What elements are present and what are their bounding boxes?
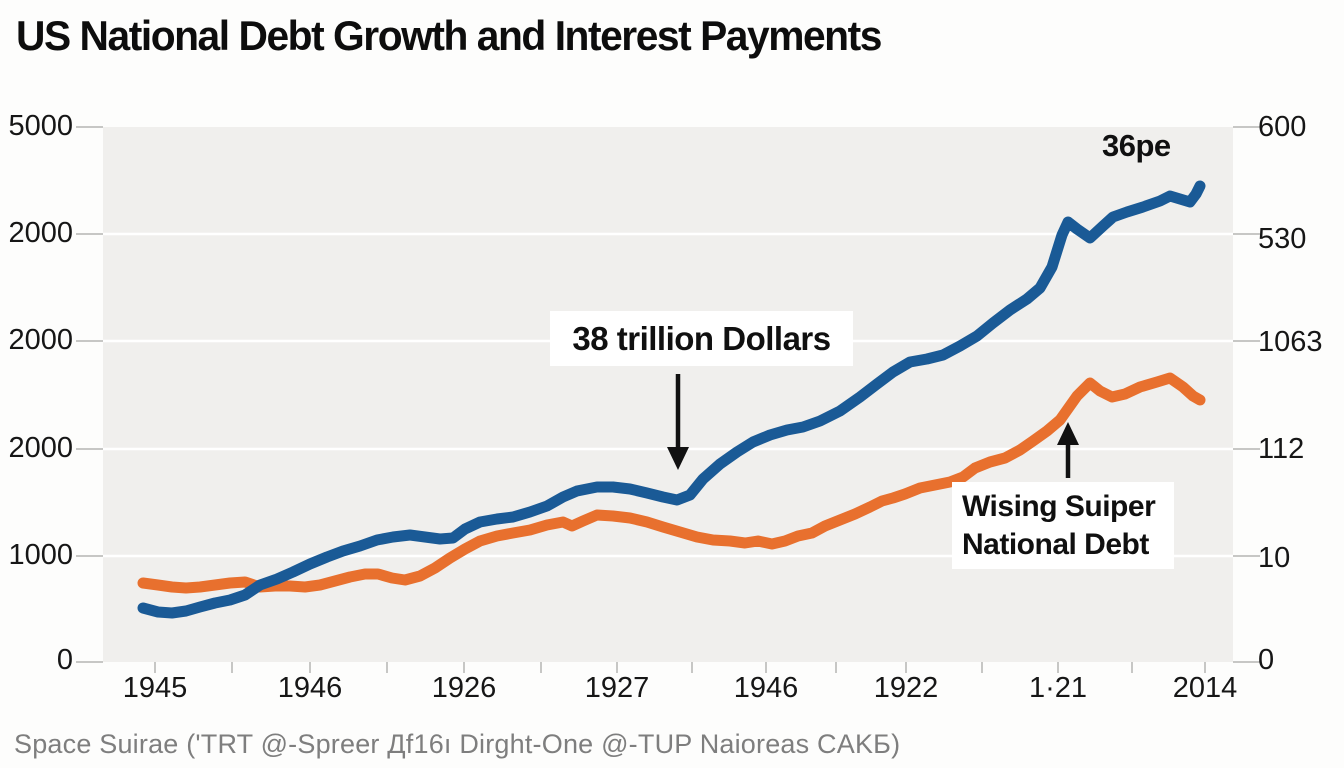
plot-background bbox=[103, 127, 1233, 662]
y-axis-right-tick: 112 bbox=[1258, 432, 1305, 465]
source-caption: Space Suirae ('TRT @-Spreer Дf16ı Dirght… bbox=[14, 729, 901, 759]
y-axis-right-tick: 600 bbox=[1258, 110, 1307, 143]
x-axis-tick: 1922 bbox=[873, 672, 939, 704]
annotation-line-2: National Debt bbox=[962, 528, 1149, 561]
page-title: US National Debt Growth and Interest Pay… bbox=[16, 12, 882, 59]
x-axis-tick: 1926 bbox=[431, 672, 497, 704]
axis-ticks bbox=[76, 126, 1260, 673]
x-axis-tick: 1·21 bbox=[1028, 672, 1088, 704]
y-axis-left-tick: 2000 bbox=[8, 216, 73, 249]
y-axis-left-tick: 0 bbox=[56, 643, 73, 676]
annotation-38-trillion: 38 trillion Dollars bbox=[550, 311, 853, 366]
x-axis-tick: 1946 bbox=[277, 672, 343, 704]
y-axis-left-tick: 2000 bbox=[8, 323, 73, 356]
x-axis-tick: 1927 bbox=[584, 672, 650, 704]
y-axis-right-tick: 0 bbox=[1258, 643, 1275, 676]
x-axis-tick: 1945 bbox=[122, 672, 188, 704]
y-axis-right-tick: 530 bbox=[1258, 222, 1307, 255]
annotation-rising-national-debt: Wising Suiper National Debt bbox=[952, 482, 1174, 569]
y-axis-right-tick: 10 bbox=[1258, 541, 1291, 574]
y-axis-left-tick: 5000 bbox=[8, 109, 73, 142]
annotation-36pe: 36pe bbox=[1102, 128, 1171, 163]
y-axis-left-tick: 2000 bbox=[8, 431, 73, 464]
x-axis-tick: 2014 bbox=[1172, 672, 1238, 704]
x-axis-tick: 1946 bbox=[733, 672, 799, 704]
y-axis-left-tick: 1000 bbox=[8, 538, 73, 571]
y-axis-right-tick: 1063 bbox=[1258, 325, 1323, 358]
up-arrow-icon bbox=[1057, 422, 1079, 478]
annotation-line-1: Wising Suiper bbox=[962, 490, 1156, 523]
down-arrow-icon bbox=[667, 374, 689, 470]
